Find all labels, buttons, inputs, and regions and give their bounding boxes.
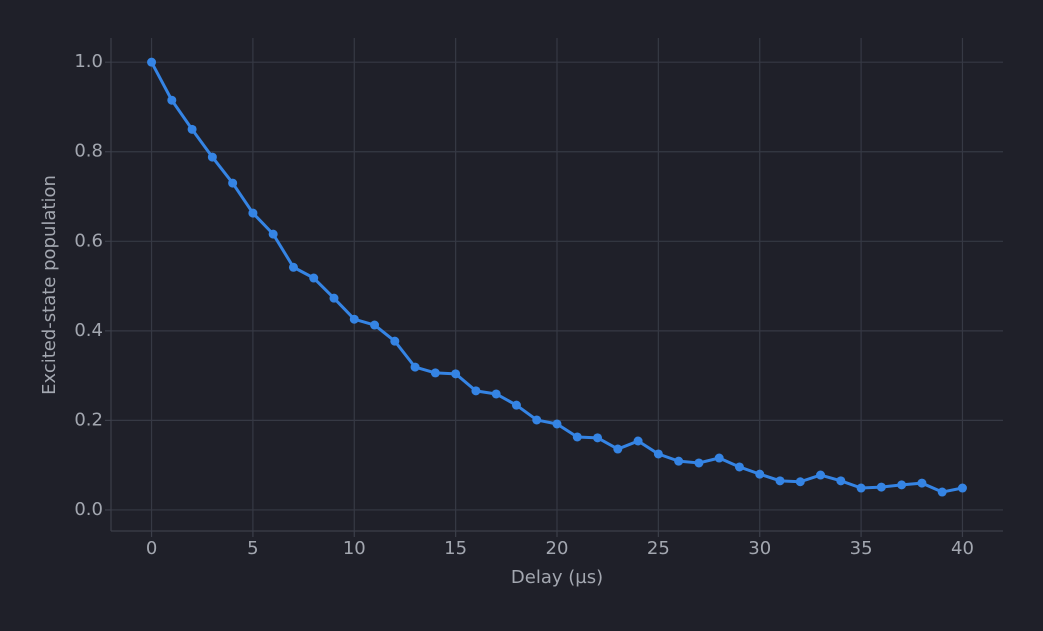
- x-tick-label: 15: [444, 538, 467, 559]
- data-point: [876, 482, 886, 492]
- data-point: [228, 178, 238, 188]
- data-point: [957, 483, 967, 493]
- data-point: [491, 389, 501, 399]
- data-point: [795, 477, 805, 487]
- data-point: [816, 470, 826, 480]
- data-point: [288, 262, 298, 272]
- data-point: [207, 152, 217, 162]
- data-point: [633, 436, 643, 446]
- data-point: [593, 433, 603, 443]
- data-point: [309, 273, 319, 283]
- y-tick-label: 0.4: [74, 320, 103, 341]
- data-point: [167, 95, 177, 105]
- data-point: [755, 469, 765, 479]
- data-point: [917, 478, 927, 488]
- data-point: [147, 57, 157, 67]
- data-point: [714, 453, 724, 463]
- x-tick-label: 10: [343, 538, 366, 559]
- data-point: [390, 336, 400, 346]
- data-point: [836, 476, 846, 486]
- x-tick-label: 25: [647, 538, 670, 559]
- data-point: [734, 462, 744, 472]
- data-point: [471, 386, 481, 396]
- y-axis-label: Excited-state population: [39, 175, 60, 395]
- data-point: [674, 456, 684, 466]
- data-point: [572, 432, 582, 442]
- y-tick-label: 0.0: [74, 499, 103, 520]
- data-point: [430, 368, 440, 378]
- data-point: [856, 483, 866, 493]
- x-tick-label: 35: [850, 538, 873, 559]
- data-point: [694, 458, 704, 468]
- data-point: [187, 124, 197, 134]
- data-point: [532, 415, 542, 425]
- data-point: [370, 320, 380, 330]
- x-axis-label: Delay (µs): [511, 567, 603, 588]
- data-point: [248, 208, 258, 218]
- x-tick-label: 20: [546, 538, 569, 559]
- data-point: [937, 487, 947, 497]
- y-tick-label: 0.6: [74, 230, 103, 251]
- data-point: [653, 449, 663, 459]
- y-tick-label: 0.8: [74, 141, 103, 162]
- data-point: [451, 369, 461, 379]
- data-point: [329, 293, 339, 303]
- data-point: [775, 476, 785, 486]
- data-point: [511, 400, 521, 410]
- data-point: [410, 362, 420, 372]
- x-tick-label: 0: [146, 538, 157, 559]
- data-point: [897, 480, 907, 490]
- data-point: [613, 444, 623, 454]
- x-tick-label: 30: [748, 538, 771, 559]
- y-tick-label: 1.0: [74, 51, 103, 72]
- x-tick-label: 5: [247, 538, 258, 559]
- data-point: [349, 314, 359, 324]
- data-point: [552, 419, 562, 429]
- y-tick-label: 0.2: [74, 409, 103, 430]
- data-point: [268, 229, 278, 239]
- x-tick-label: 40: [951, 538, 974, 559]
